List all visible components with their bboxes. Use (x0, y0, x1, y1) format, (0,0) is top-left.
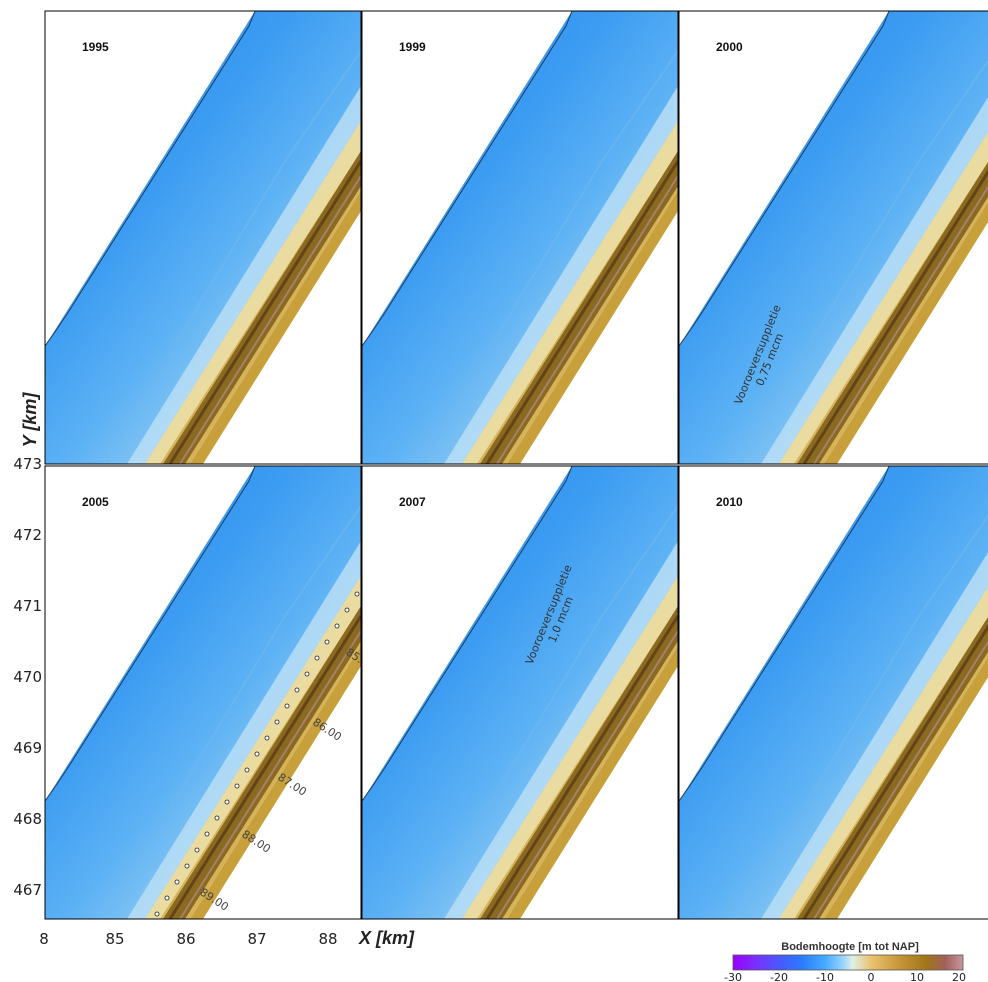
panel-title: 2005 (82, 495, 109, 509)
map-panel-2000: 2000 Vooroeversuppletie 0,75 mcm (677, 9, 988, 466)
y-tick-469: 469 (13, 739, 42, 757)
panel-title: 1999 (399, 40, 426, 54)
colorbar-tick: 20 (952, 971, 966, 982)
map-panel-1999: 1999 (360, 9, 680, 466)
map-panel-2005: 2005 85.00 86.00 87.00 88.00 89.00 (43, 464, 377, 921)
x-tick-87: 87 (247, 930, 266, 948)
panel-title: 2007 (399, 495, 426, 509)
panel-title: 1995 (82, 40, 109, 54)
colorbar-tick: -10 (816, 971, 834, 982)
y-tick-472: 472 (13, 526, 42, 544)
y-tick-473: 473 (13, 455, 42, 473)
x-tick-85: 85 (105, 930, 124, 948)
colorbar-tick: 10 (910, 971, 924, 982)
x-axis-label: X [km] (358, 928, 415, 948)
colorbar-title: Bodemhoogte [m tot NAP] (781, 941, 919, 953)
y-axis: Y [km] 473 472 471 470 469 468 467 (13, 392, 42, 899)
colorbar-tick: 0 (868, 971, 875, 982)
y-tick-468: 468 (13, 810, 42, 828)
y-tick-471: 471 (13, 597, 42, 615)
map-panel-2007: 2007 Vooroeversuppletie 1,0 mcm (360, 464, 680, 921)
map-panel-1995: 1995 (43, 9, 363, 466)
x-tick-88: 88 (318, 930, 337, 948)
colorbar-ramp (732, 954, 964, 971)
x-axis: 8 85 86 87 88 X [km] (39, 928, 415, 948)
panel-title: 2010 (716, 495, 743, 509)
colorbar-tick: -30 (724, 971, 742, 982)
y-axis-label: Y [km] (20, 392, 40, 448)
x-tick-8: 8 (39, 930, 49, 948)
transect-markers (154, 591, 360, 917)
colorbar-tick: -20 (770, 971, 788, 982)
y-tick-470: 470 (13, 668, 42, 686)
map-panel-2010: 2010 (677, 464, 988, 921)
colorbar: Bodemhoogte [m tot NAP] -30 -20 -10 0 10… (724, 941, 966, 982)
y-tick-467: 467 (13, 881, 42, 899)
x-tick-86: 86 (176, 930, 195, 948)
panel-title: 2000 (716, 40, 743, 54)
